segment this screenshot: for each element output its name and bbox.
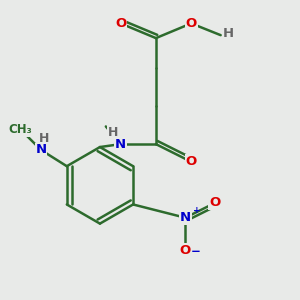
Text: N: N bbox=[180, 211, 191, 224]
Text: +: + bbox=[193, 206, 201, 215]
Text: O: O bbox=[115, 17, 126, 30]
Text: H: H bbox=[108, 126, 119, 139]
Text: O: O bbox=[186, 17, 197, 30]
Text: −: − bbox=[191, 245, 201, 258]
Text: H: H bbox=[39, 132, 49, 145]
Text: H: H bbox=[223, 27, 234, 40]
Text: O: O bbox=[186, 155, 197, 168]
Text: O: O bbox=[209, 196, 220, 209]
Text: N: N bbox=[115, 138, 126, 151]
Text: N: N bbox=[35, 143, 46, 157]
Text: O: O bbox=[180, 244, 191, 256]
Text: CH₃: CH₃ bbox=[9, 123, 32, 136]
